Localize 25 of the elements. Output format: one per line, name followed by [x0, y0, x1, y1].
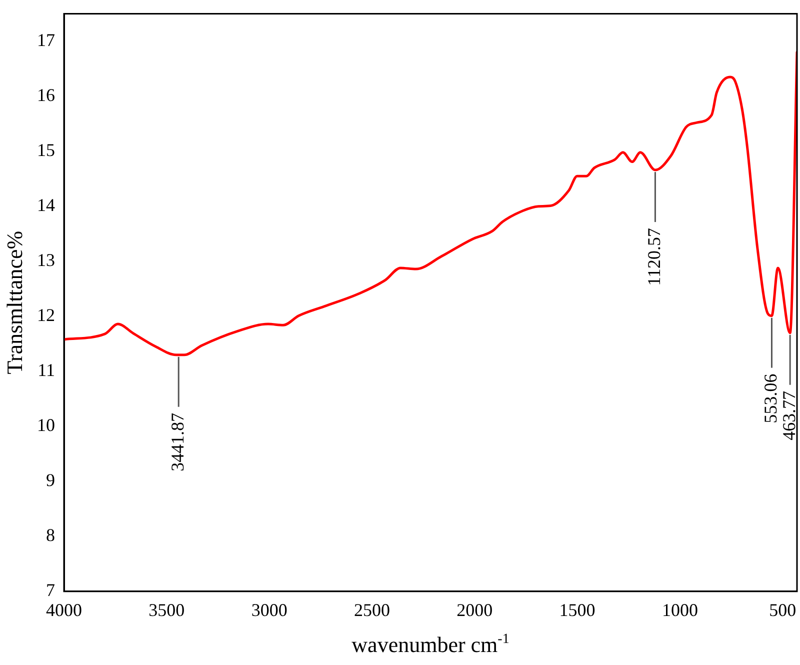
line-series	[64, 51, 797, 356]
y-tick-label: 13	[37, 250, 55, 270]
y-tick-label: 7	[46, 580, 55, 600]
y-tick-label: 11	[38, 360, 55, 380]
x-tick-label: 3000	[251, 600, 288, 620]
x-tick-label: 1000	[662, 600, 698, 620]
y-tick-label: 9	[46, 470, 55, 490]
y-tick-label: 17	[37, 30, 55, 50]
y-tick-label: 10	[37, 415, 55, 436]
x-tick-label: 1500	[559, 600, 596, 620]
annotation: 553.06	[760, 374, 780, 424]
y-tick-label: 15	[37, 140, 55, 160]
y-axis-title: Transmlttance%	[2, 230, 27, 374]
x-tick-label: 4000	[46, 600, 82, 620]
y-tick-label: 16	[37, 85, 55, 106]
y-tick-label: 8	[46, 525, 55, 546]
y-tick-label: 12	[37, 305, 55, 326]
x-tick-label: 3500	[148, 600, 185, 620]
x-tick-label: 500	[769, 600, 796, 620]
x-tick-label: 2500	[354, 600, 390, 620]
x-tick-label: 2000	[456, 600, 493, 620]
annotation: 1120.57	[644, 228, 664, 286]
annotation: 463.77	[778, 390, 799, 440]
y-tick-label: 14	[37, 195, 55, 216]
annotation: 3441.87	[167, 412, 188, 472]
